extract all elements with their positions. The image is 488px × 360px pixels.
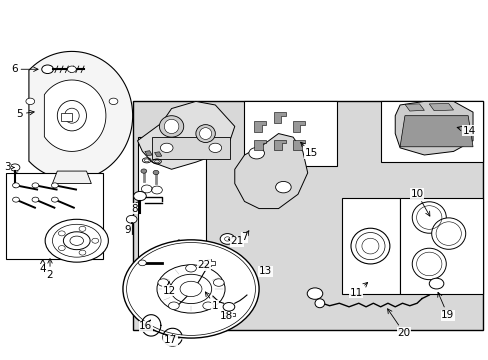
Circle shape (58, 231, 65, 236)
Circle shape (79, 250, 86, 255)
Bar (137, 137, 205, 280)
Circle shape (26, 98, 35, 104)
Ellipse shape (158, 279, 168, 286)
Polygon shape (292, 140, 305, 150)
Text: 13: 13 (258, 266, 271, 276)
Circle shape (220, 234, 234, 244)
Polygon shape (273, 140, 285, 150)
Text: 11: 11 (349, 283, 367, 297)
Circle shape (141, 169, 146, 173)
Text: 5: 5 (17, 109, 34, 119)
Text: 2: 2 (46, 259, 53, 280)
Polygon shape (152, 137, 229, 158)
Circle shape (51, 183, 58, 188)
Ellipse shape (45, 219, 108, 262)
Circle shape (51, 197, 58, 202)
Text: 6: 6 (11, 64, 38, 74)
Bar (61, 113, 72, 121)
Polygon shape (254, 121, 266, 132)
Circle shape (208, 143, 221, 153)
Text: 15: 15 (300, 142, 318, 158)
Circle shape (248, 148, 264, 159)
Circle shape (306, 288, 322, 299)
Text: 1: 1 (205, 292, 218, 311)
Circle shape (160, 143, 173, 153)
Circle shape (428, 278, 443, 289)
Bar (132, 102, 482, 330)
Ellipse shape (196, 125, 215, 143)
Polygon shape (399, 116, 472, 147)
Text: 9: 9 (124, 224, 131, 235)
Circle shape (92, 238, 99, 243)
Circle shape (138, 260, 146, 266)
Ellipse shape (171, 240, 186, 338)
Text: 10: 10 (410, 189, 429, 216)
Circle shape (41, 65, 53, 73)
Text: 4: 4 (40, 260, 46, 274)
Text: 16: 16 (139, 320, 152, 332)
Ellipse shape (431, 218, 465, 249)
Bar (341, 198, 399, 294)
Circle shape (10, 164, 20, 171)
Ellipse shape (159, 116, 183, 137)
Ellipse shape (350, 228, 389, 264)
Circle shape (58, 246, 65, 251)
Circle shape (67, 66, 76, 72)
Circle shape (126, 215, 137, 223)
Polygon shape (254, 140, 266, 150)
Polygon shape (154, 152, 162, 157)
Text: 3: 3 (4, 162, 14, 172)
Ellipse shape (164, 119, 179, 134)
Circle shape (13, 183, 20, 188)
Ellipse shape (185, 265, 196, 272)
Text: 14: 14 (456, 126, 475, 136)
Text: 22: 22 (197, 260, 210, 270)
Text: 18: 18 (219, 311, 232, 321)
Text: 21: 21 (228, 237, 244, 247)
Circle shape (109, 98, 118, 104)
Bar (380, 102, 482, 162)
Ellipse shape (199, 128, 211, 139)
Polygon shape (137, 102, 234, 169)
Text: 8: 8 (131, 201, 140, 213)
Ellipse shape (168, 302, 179, 310)
Ellipse shape (411, 202, 446, 233)
Text: 7: 7 (241, 231, 248, 242)
Text: 19: 19 (437, 292, 453, 320)
Polygon shape (29, 51, 132, 180)
Polygon shape (206, 259, 215, 266)
Ellipse shape (122, 240, 259, 338)
Text: 17: 17 (163, 334, 177, 345)
Ellipse shape (57, 100, 86, 131)
Polygon shape (394, 102, 472, 155)
Circle shape (32, 183, 39, 188)
Polygon shape (404, 104, 424, 111)
Bar (399, 198, 482, 294)
Ellipse shape (203, 302, 213, 310)
Circle shape (79, 226, 86, 231)
Ellipse shape (213, 279, 224, 286)
Circle shape (275, 181, 290, 193)
Ellipse shape (314, 299, 324, 308)
Polygon shape (44, 80, 106, 152)
Circle shape (133, 192, 146, 201)
Polygon shape (428, 104, 453, 111)
Bar (6, 173, 103, 258)
Polygon shape (273, 112, 285, 123)
Text: 20: 20 (387, 309, 410, 338)
Circle shape (13, 197, 20, 202)
Polygon shape (144, 151, 152, 156)
Bar (244, 102, 336, 166)
Circle shape (223, 302, 234, 311)
Ellipse shape (180, 281, 202, 297)
Ellipse shape (411, 248, 446, 280)
Polygon shape (222, 313, 235, 316)
Circle shape (153, 170, 159, 175)
Polygon shape (52, 171, 91, 184)
Text: 12: 12 (162, 282, 175, 296)
Polygon shape (234, 134, 307, 208)
Circle shape (32, 197, 39, 202)
Polygon shape (292, 121, 305, 132)
